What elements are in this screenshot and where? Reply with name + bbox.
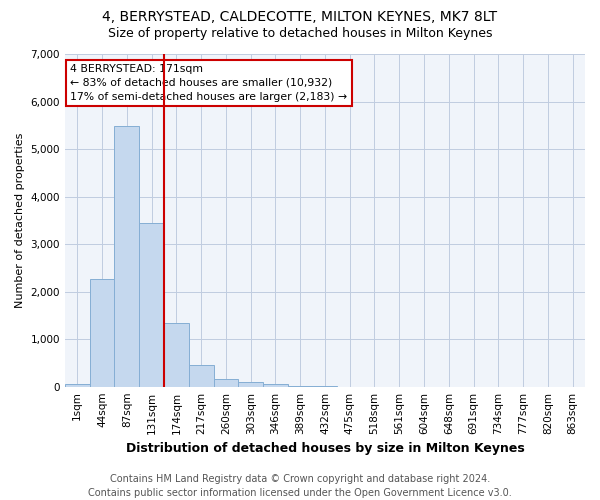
Bar (189, 366, 214, 386)
Bar (263, 384, 288, 386)
Text: Size of property relative to detached houses in Milton Keynes: Size of property relative to detached ho… (108, 28, 492, 40)
Text: Contains HM Land Registry data © Crown copyright and database right 2024.
Contai: Contains HM Land Registry data © Crown c… (88, 474, 512, 498)
Text: 4, BERRYSTEAD, CALDECOTTE, MILTON KEYNES, MK7 8LT: 4, BERRYSTEAD, CALDECOTTE, MILTON KEYNES… (103, 10, 497, 24)
X-axis label: Distribution of detached houses by size in Milton Keynes: Distribution of detached houses by size … (125, 442, 524, 455)
Bar (115, 126, 139, 386)
Bar (65, 384, 89, 386)
Bar (139, 222, 164, 386)
Bar (89, 279, 115, 386)
Bar (214, 378, 238, 386)
Y-axis label: Number of detached properties: Number of detached properties (15, 132, 25, 308)
Bar (164, 322, 189, 386)
Text: 4 BERRYSTEAD: 171sqm
← 83% of detached houses are smaller (10,932)
17% of semi-d: 4 BERRYSTEAD: 171sqm ← 83% of detached h… (70, 64, 347, 102)
Bar (238, 382, 263, 386)
